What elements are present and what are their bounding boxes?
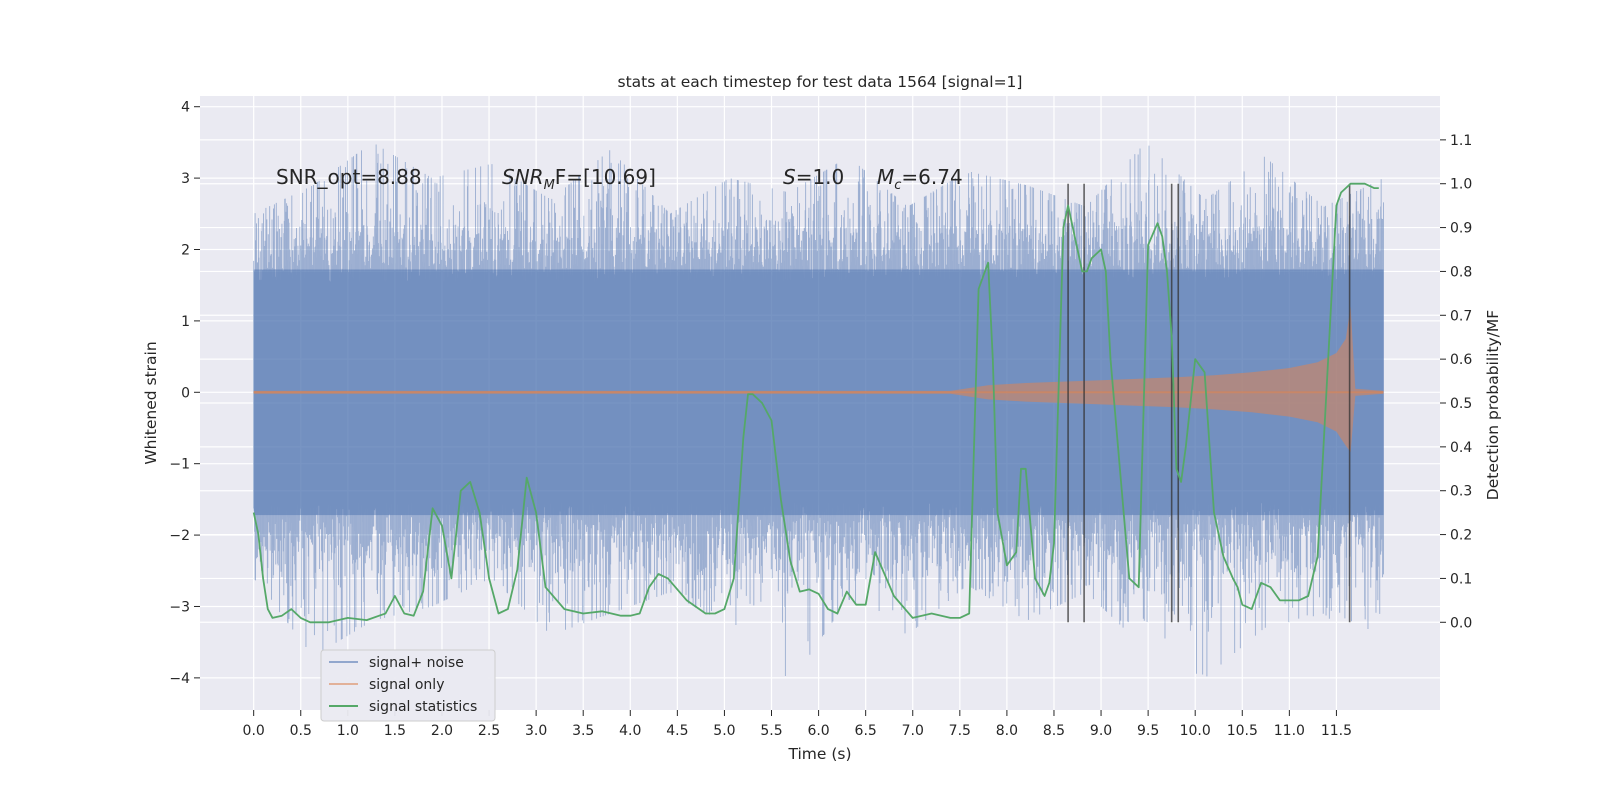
tick-label-y-left: −2 xyxy=(169,528,190,544)
tick-label-x: 1.5 xyxy=(384,723,406,739)
x-axis: 0.0 0.5 1.0 1.5 2.0 2.5 3.0 3.5 4.0 4.5 5.0 5.5 6.0 6… xyxy=(243,710,1352,739)
mc-label: M xyxy=(877,165,894,189)
tick-label-y-right: 1.1 xyxy=(1450,133,1472,149)
tick-label-y-left: 3 xyxy=(181,171,190,187)
tick-label-x: 4.5 xyxy=(666,723,688,739)
legend-label-noise: signal+ noise xyxy=(369,655,464,671)
tick-label-x: 2.5 xyxy=(478,723,500,739)
tick-label-y-right: 0.8 xyxy=(1450,264,1472,280)
tick-label-y-right: 0.1 xyxy=(1450,571,1472,587)
annotation-mc: Mc=6.74 xyxy=(877,165,963,193)
statistics-line xyxy=(252,182,1379,624)
tick-label-y-right: 0.3 xyxy=(1450,484,1472,500)
tick-label-y-left: 0 xyxy=(181,385,190,401)
tick-label-x: 3.0 xyxy=(525,723,547,739)
tick-label-y-right: 1.0 xyxy=(1450,177,1472,193)
y-axis-label-right: Detection probability/MF xyxy=(1484,310,1502,501)
tick-label-x: 3.5 xyxy=(572,723,594,739)
legend-label-signal: signal only xyxy=(369,677,444,693)
tick-label-y-left: −1 xyxy=(169,457,190,473)
signal-envelope xyxy=(253,306,1384,453)
tick-label-y-right: 0.7 xyxy=(1450,308,1472,324)
annotation-snr-opt: SNR_opt=8.88 xyxy=(276,165,422,189)
s-value: =1.0 xyxy=(796,165,845,189)
tick-label-x: 2.0 xyxy=(431,723,453,739)
x-axis-label: Time (s) xyxy=(787,745,851,763)
tick-label-x: 6.5 xyxy=(855,723,877,739)
tick-label-x: 9.0 xyxy=(1090,723,1112,739)
tick-label-x: 9.5 xyxy=(1137,723,1159,739)
tick-label-x: 7.5 xyxy=(949,723,971,739)
tick-label-x: 8.0 xyxy=(996,723,1018,739)
chart-title: stats at each timestep for test data 156… xyxy=(618,73,1023,91)
mc-sub: c xyxy=(894,178,901,193)
tick-label-x: 10.0 xyxy=(1180,723,1211,739)
tick-label-y-left: −3 xyxy=(169,599,190,615)
tick-label-x: 0.0 xyxy=(243,723,265,739)
snr-mf-rest: F=[10.69] xyxy=(555,165,656,189)
tick-label-y-right: 0.0 xyxy=(1450,615,1472,631)
tick-label-x: 5.5 xyxy=(760,723,782,739)
tick-label-y-left: 1 xyxy=(181,314,190,330)
tick-label-x: 5.0 xyxy=(713,723,735,739)
tick-label-y-right: 0.6 xyxy=(1450,352,1472,368)
tick-label-y-right: 0.2 xyxy=(1450,528,1472,544)
series-signal-statistics xyxy=(252,182,1379,624)
tick-label-x: 4.0 xyxy=(619,723,641,739)
annotation-s: S=1.0 xyxy=(783,165,844,189)
snr-mf-sub: M xyxy=(544,178,555,193)
y-axis-left: −4 −3 −2 −1 0 1 2 3 4 xyxy=(169,100,200,687)
tick-label-y-right: 0.9 xyxy=(1450,221,1472,237)
tick-label-y-right: 0.5 xyxy=(1450,396,1472,412)
tick-label-x: 0.5 xyxy=(290,723,312,739)
tick-label-y-left: 4 xyxy=(181,100,190,116)
annotations: SNR_opt=8.88 SNRMF=[10.69] S=1.0 Mc=6.74 xyxy=(276,165,963,193)
mc-value: =6.74 xyxy=(901,165,962,189)
vertical-markers xyxy=(1067,183,1351,623)
tick-label-x: 8.5 xyxy=(1043,723,1065,739)
tick-label-y-right: 0.4 xyxy=(1450,440,1472,456)
annotation-snr-mf: SNRMF=[10.69] xyxy=(502,165,656,193)
snr-mf-main: SNR xyxy=(502,165,544,189)
tick-label-y-left: 2 xyxy=(181,243,190,259)
legend-box xyxy=(320,649,496,722)
tick-label-x: 10.5 xyxy=(1227,723,1258,739)
legend-label-stat: signal statistics xyxy=(369,699,477,715)
y-axis-right: 0.0 0.1 0.2 0.3 0.4 0.5 0.6 0.7 0.8 0.9 1.0 1.1 xyxy=(1440,133,1472,631)
series-signal-only xyxy=(253,306,1384,453)
s-label: S xyxy=(783,165,796,189)
y-axis-label-left: Whitened strain xyxy=(142,341,160,464)
tick-label-y-left: −4 xyxy=(169,671,190,687)
legend: signal+ noise signal only signal statist… xyxy=(320,649,496,722)
tick-label-x: 1.0 xyxy=(337,723,359,739)
tick-label-x: 11.5 xyxy=(1321,723,1352,739)
tick-label-x: 7.0 xyxy=(902,723,924,739)
tick-label-x: 11.0 xyxy=(1274,723,1305,739)
tick-label-x: 6.0 xyxy=(807,723,829,739)
